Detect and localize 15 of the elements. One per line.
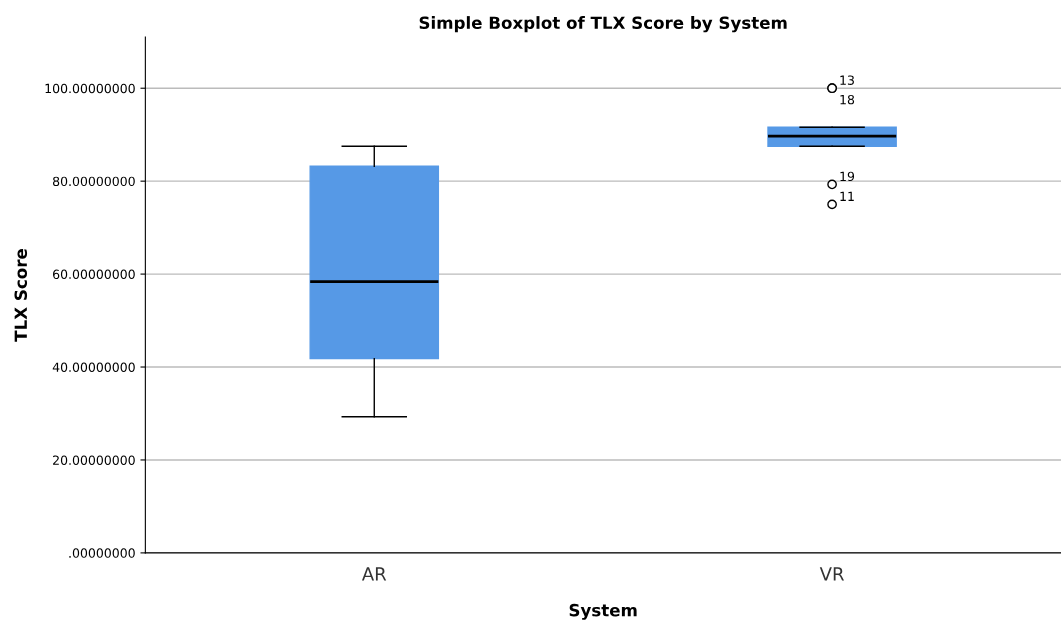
x-axis-title: System	[569, 603, 637, 620]
y-tick-label: 20.00000000	[53, 455, 135, 465]
y-tick-label: 60.00000000	[53, 269, 135, 280]
y-tick-label: 40.00000000	[52, 362, 135, 372]
x-tick-label: VR	[819, 567, 845, 581]
y-tick-label: 100.00000000	[45, 83, 135, 94]
y-tick-label: 80.00000000	[52, 176, 135, 187]
annotation: 13	[840, 75, 854, 85]
chart-title: Simple Boxplot of TLX Score by System	[419, 16, 787, 33]
x-tick-label: AR	[361, 567, 387, 581]
y-tick-label: .00000000	[69, 548, 135, 558]
annotation: 19	[840, 171, 855, 182]
annotation: 18	[840, 94, 855, 105]
annotation: 11	[840, 191, 854, 201]
y-axis-title: TLX Score	[14, 249, 28, 342]
